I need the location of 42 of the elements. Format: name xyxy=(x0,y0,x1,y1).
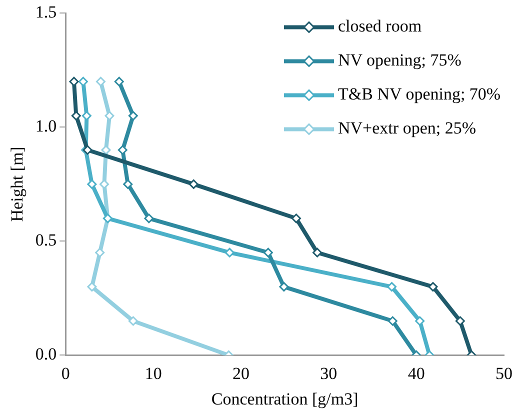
legend-label: closed room xyxy=(338,16,422,36)
x-tick-label: 40 xyxy=(408,364,425,383)
x-axis-title: Concentration [g/m3] xyxy=(211,389,358,408)
point xyxy=(263,248,273,258)
point xyxy=(144,214,154,224)
y-axis-title: Height [m] xyxy=(8,146,27,222)
point xyxy=(118,145,128,155)
point xyxy=(224,248,234,258)
legend-label: NV opening; 75% xyxy=(338,50,462,70)
point xyxy=(71,111,81,121)
x-tick-label: 0 xyxy=(61,364,70,383)
point xyxy=(188,179,198,189)
point xyxy=(114,76,124,86)
y-tick-label: 0.0 xyxy=(35,344,57,364)
point xyxy=(104,111,114,121)
x-tick-label: 50 xyxy=(496,364,512,383)
point xyxy=(96,76,106,86)
point xyxy=(415,316,425,326)
point xyxy=(123,179,133,189)
y-tick-label: 1.0 xyxy=(35,116,57,136)
x-tick-label: 30 xyxy=(320,364,338,383)
point xyxy=(455,316,465,326)
point xyxy=(78,76,88,86)
point xyxy=(312,248,322,258)
point xyxy=(87,282,97,292)
legend-label: T&B NV opening; 70% xyxy=(338,84,501,104)
point xyxy=(101,145,111,155)
point xyxy=(388,316,398,326)
point xyxy=(279,282,289,292)
x-tick-label: 10 xyxy=(144,364,162,383)
y-tick-label: 1.5 xyxy=(35,2,57,22)
point xyxy=(428,282,438,292)
point xyxy=(87,179,97,189)
point xyxy=(387,282,397,292)
point xyxy=(291,214,301,224)
point xyxy=(95,248,105,258)
legend-label: NV+extr open; 25% xyxy=(338,118,476,138)
y-tick-label: 0.5 xyxy=(35,230,57,250)
point xyxy=(69,76,79,86)
point xyxy=(128,111,138,121)
point xyxy=(128,316,138,326)
x-tick-label: 20 xyxy=(232,364,250,383)
